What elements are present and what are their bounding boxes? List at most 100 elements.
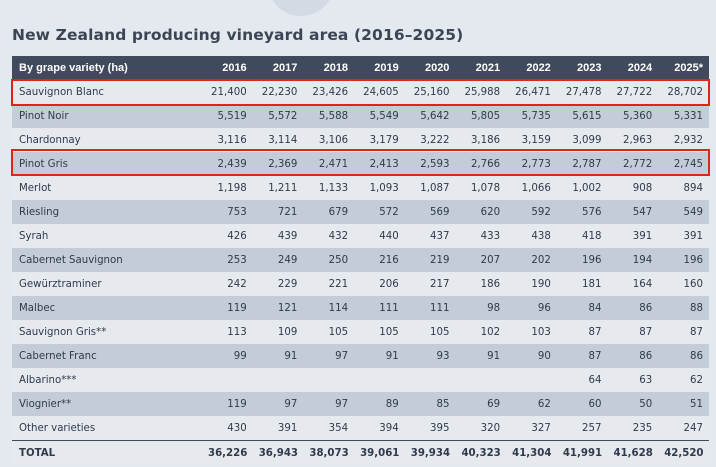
area-value: 84 — [556, 296, 608, 320]
header-label: By grape variety (ha) — [12, 56, 202, 80]
total-value: 42,520 — [658, 440, 709, 465]
variety-label: Other varieties — [12, 416, 202, 441]
table-row: Cabernet Franc 99 91 97 91 93 91 90 87 86 86 — [12, 344, 709, 368]
area-value: 91 — [354, 344, 405, 368]
table-row: Gewürztraminer 242 229 221 206 217 186 190 181 16… — [12, 272, 709, 296]
area-value: 186 — [455, 272, 507, 296]
area-value: 5,735 — [506, 104, 557, 128]
area-value: 3,099 — [556, 128, 608, 152]
area-value — [455, 368, 507, 392]
area-value: 27,478 — [556, 80, 608, 104]
table-row: Syrah 426 439 432 440 437 433 438 418 391 391 — [12, 224, 709, 248]
area-value: 22,230 — [252, 80, 304, 104]
area-value: 99 — [202, 344, 253, 368]
variety-label: Malbec — [12, 296, 202, 320]
header-year: 2022 — [506, 56, 557, 80]
area-value: 1,093 — [354, 176, 405, 200]
header-year: 2017 — [252, 56, 304, 80]
total-value: 41,304 — [506, 440, 557, 465]
table-row: Cabernet Sauvignon 253 249 250 216 219 207 202 1… — [12, 248, 709, 272]
area-value: 250 — [303, 248, 355, 272]
area-value: 181 — [556, 272, 608, 296]
area-value: 3,116 — [202, 128, 253, 152]
area-value: 391 — [658, 224, 709, 248]
total-row: TOTAL 36,226 36,943 38,073 39,061 39,934 40,3… — [12, 440, 709, 465]
area-value: 1,133 — [303, 176, 355, 200]
area-value: 25,160 — [404, 80, 456, 104]
area-value: 5,588 — [303, 104, 355, 128]
total-value: 41,628 — [607, 440, 659, 465]
total-value: 38,073 — [303, 440, 355, 465]
header-year: 2025* — [658, 56, 709, 80]
area-value: 2,593 — [404, 152, 456, 176]
area-value: 190 — [506, 272, 557, 296]
area-value: 98 — [455, 296, 507, 320]
area-value — [202, 368, 253, 392]
area-value: 576 — [556, 200, 608, 224]
area-value: 202 — [506, 248, 557, 272]
area-value: 426 — [202, 224, 253, 248]
area-value: 111 — [354, 296, 405, 320]
area-value: 86 — [658, 344, 709, 368]
area-value: 103 — [506, 320, 557, 344]
area-value: 88 — [658, 296, 709, 320]
area-value: 206 — [354, 272, 405, 296]
area-value: 113 — [202, 320, 253, 344]
area-value: 85 — [404, 392, 456, 416]
area-value: 430 — [202, 416, 253, 441]
total-value: 36,943 — [252, 440, 304, 465]
area-value: 96 — [506, 296, 557, 320]
area-value: 69 — [455, 392, 507, 416]
area-value: 60 — [556, 392, 608, 416]
header-year: 2018 — [303, 56, 355, 80]
table-row: Merlot 1,198 1,211 1,133 1,093 1,087 1,078 1,06… — [12, 176, 709, 200]
total-value: 40,323 — [455, 440, 507, 465]
table-row: Sauvignon Gris** 113 109 105 105 105 102 103 87 8… — [12, 320, 709, 344]
total-value: 41,991 — [556, 440, 608, 465]
total-value: 36,226 — [202, 440, 253, 465]
area-value: 121 — [252, 296, 304, 320]
area-value: 2,787 — [556, 152, 608, 176]
area-value: 2,413 — [354, 152, 405, 176]
variety-label: Gewürztraminer — [12, 272, 202, 296]
area-value: 219 — [404, 248, 456, 272]
table-row: Other varieties 430 391 354 394 395 320 327 257 2… — [12, 416, 709, 441]
variety-label: Cabernet Sauvignon — [12, 248, 202, 272]
area-value: 3,179 — [354, 128, 405, 152]
area-value: 87 — [658, 320, 709, 344]
area-value: 109 — [252, 320, 304, 344]
header-year: 2020 — [404, 56, 456, 80]
area-value: 119 — [202, 296, 253, 320]
total-value: 39,061 — [354, 440, 405, 465]
area-value: 247 — [658, 416, 709, 441]
area-value: 194 — [607, 248, 659, 272]
area-value: 2,963 — [607, 128, 659, 152]
area-value: 217 — [404, 272, 456, 296]
area-value: 620 — [455, 200, 507, 224]
area-value: 51 — [658, 392, 709, 416]
logo-shape — [268, 0, 334, 16]
area-value: 1,087 — [404, 176, 456, 200]
area-value: 569 — [404, 200, 456, 224]
area-value: 3,159 — [506, 128, 557, 152]
variety-label: Pinot Gris — [12, 152, 202, 176]
variety-label: Viognier** — [12, 392, 202, 416]
header-year: 2024 — [607, 56, 659, 80]
area-value: 27,722 — [607, 80, 659, 104]
variety-label: Riesling — [12, 200, 202, 224]
area-value: 97 — [303, 392, 355, 416]
header-year: 2023 — [556, 56, 608, 80]
area-value: 2,772 — [607, 152, 659, 176]
area-value: 207 — [455, 248, 507, 272]
area-value: 62 — [506, 392, 557, 416]
area-value: 320 — [455, 416, 507, 441]
table-row: Malbec 119 121 114 111 111 98 96 84 86 88 — [12, 296, 709, 320]
table-row: Riesling 753 721 679 572 569 620 592 576 547 549 — [12, 200, 709, 224]
area-value: 87 — [607, 320, 659, 344]
area-value: 1,066 — [506, 176, 557, 200]
area-value: 105 — [303, 320, 355, 344]
total-value: 39,934 — [404, 440, 456, 465]
area-value: 5,805 — [455, 104, 507, 128]
area-value: 395 — [404, 416, 456, 441]
area-value: 242 — [202, 272, 253, 296]
